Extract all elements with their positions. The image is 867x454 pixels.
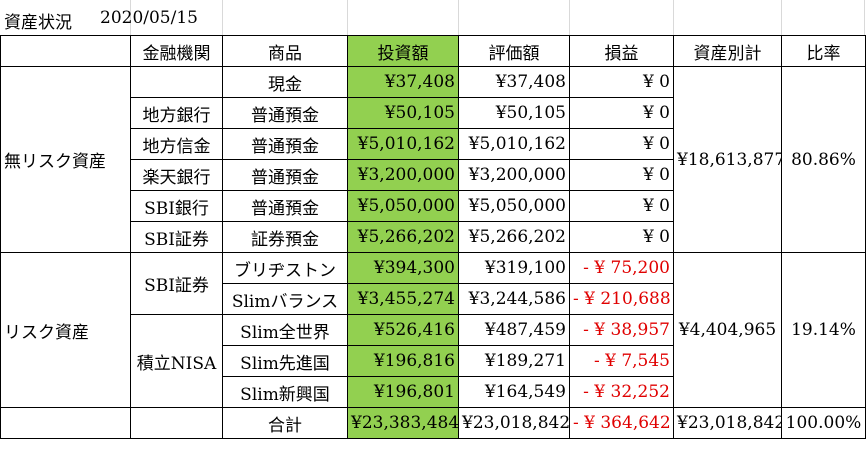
sheet-title: 資産状況 — [4, 13, 72, 33]
investment: ¥196,801 — [347, 376, 459, 408]
product: 証券預金 — [222, 221, 348, 253]
table-row: 金融機関 商品 投資額 評価額 損益 資産別計 比率 — [0, 35, 866, 67]
total-label: 合計 — [222, 407, 348, 439]
product: 普通預金 — [222, 97, 348, 129]
profit: - ¥ 210,688 — [569, 283, 674, 315]
institution: 地方信金 — [130, 128, 223, 160]
profit: ¥ 0 — [569, 97, 674, 129]
table-row: 楽天銀行 普通預金 ¥3,200,000 ¥3,200,000 ¥ 0 — [1, 159, 866, 191]
investment: ¥3,455,274 — [347, 283, 459, 315]
profit: ¥ 0 — [569, 159, 674, 191]
institution: 楽天銀行 — [130, 159, 223, 191]
subtotal: ¥18,613,877 — [673, 66, 782, 253]
investment: ¥196,816 — [347, 345, 459, 377]
table-row: 無リスク資産 現金 ¥37,408 ¥37,408 ¥ 0 ¥18,613,877 80.8… — [0, 66, 866, 253]
institution: SBI証券 — [130, 221, 223, 253]
investment: ¥394,300 — [347, 252, 459, 284]
institution: SBI銀行 — [130, 190, 223, 222]
valuation: ¥164,549 — [458, 376, 570, 408]
valuation: ¥5,266,202 — [458, 221, 570, 253]
table-row: Slim新興国 ¥196,801 ¥164,549- ¥ 32,252 — [1, 376, 866, 408]
product: Slim先進国 — [222, 345, 348, 377]
valuation: ¥319,100 — [458, 252, 570, 284]
table-row: Slimバランス ¥3,455,274 ¥3,244,586- ¥ 210,688 — [1, 283, 866, 315]
asset-table: 金融機関 商品 投資額 評価額 損益 資産別計 比率 無リスク資産 現金 ¥37,408 ¥37,4… — [0, 35, 866, 439]
investment: ¥37,408 — [347, 66, 459, 98]
product: 普通預金 — [222, 159, 348, 191]
valuation: ¥3,244,586 — [458, 283, 570, 315]
column-header: 資産別計 — [673, 35, 782, 67]
profit: - ¥ 32,252 — [569, 376, 674, 408]
column-header: 損益 — [569, 35, 674, 67]
valuation: ¥5,050,000 — [458, 190, 570, 222]
product: 普通預金 — [222, 128, 348, 160]
profit: ¥ 0 — [569, 66, 674, 98]
table-row: SBI証券 証券預金 ¥5,266,202 ¥5,266,202 ¥ 0 — [1, 221, 866, 253]
table-row: 合計 ¥23,383,484 ¥23,018,842- ¥ 364,642 ¥23,0… — [0, 407, 866, 439]
ratio: 100.00% — [781, 407, 866, 439]
product: Slim全世界 — [222, 314, 348, 346]
date: 2020/05/15 — [100, 8, 198, 28]
category: リスク資産 — [0, 252, 131, 408]
product: ブリヂストン — [222, 252, 348, 284]
category: 無リスク資産 — [0, 66, 131, 253]
profit: - ¥ 364,642 — [569, 407, 674, 439]
product: 普通預金 — [222, 190, 348, 222]
subtotal: ¥4,404,965 — [673, 252, 782, 408]
product: Slimバランス — [222, 283, 348, 315]
profit: - ¥ 7,545 — [569, 345, 674, 377]
title-row: 資産状況 2020/05/15 — [0, 0, 865, 35]
table-row: 積立NISA Slim全世界 ¥526,416 ¥487,459- ¥ 38,957 — [1, 314, 866, 408]
product: Slim新興国 — [222, 376, 348, 408]
column-header: 投資額 — [347, 35, 459, 67]
valuation: ¥3,200,000 — [458, 159, 570, 191]
profit: - ¥ 38,957 — [569, 314, 674, 346]
investment: ¥5,266,202 — [347, 221, 459, 253]
table-row: SBI銀行 普通預金 ¥5,050,000 ¥5,050,000 ¥ 0 — [1, 190, 866, 222]
investment: ¥23,383,484 — [347, 407, 459, 439]
valuation: ¥487,459 — [458, 314, 570, 346]
investment: ¥5,050,000 — [347, 190, 459, 222]
profit: ¥ 0 — [569, 128, 674, 160]
column-header: 商品 — [222, 35, 348, 67]
investment: ¥50,105 — [347, 97, 459, 129]
profit: ¥ 0 — [569, 221, 674, 253]
institution — [130, 66, 223, 98]
valuation: ¥189,271 — [458, 345, 570, 377]
institution: 地方銀行 — [130, 97, 223, 129]
investment: ¥5,010,162 — [347, 128, 459, 160]
column-header: 金融機関 — [130, 35, 223, 67]
valuation: ¥23,018,842 — [458, 407, 570, 439]
ratio: 80.86% — [781, 66, 866, 253]
table-row: リスク資産 SBI証券 ブリヂストン ¥394,300 ¥319,100- ¥ 75,2… — [0, 252, 866, 408]
investment: ¥526,416 — [347, 314, 459, 346]
investment: ¥3,200,000 — [347, 159, 459, 191]
profit: ¥ 0 — [569, 190, 674, 222]
column-header: 比率 — [781, 35, 866, 67]
product: 現金 — [222, 66, 348, 98]
column-header: 評価額 — [458, 35, 570, 67]
table-row: 地方銀行 普通預金 ¥50,105 ¥50,105 ¥ 0 — [1, 97, 866, 129]
profit: - ¥ 75,200 — [569, 252, 674, 284]
institution: 積立NISA — [130, 314, 223, 408]
valuation: ¥50,105 — [458, 97, 570, 129]
blank-cell — [0, 407, 131, 439]
subtotal: ¥23,018,842 — [673, 407, 782, 439]
valuation: ¥37,408 — [458, 66, 570, 98]
blank-cell — [0, 35, 131, 67]
blank-cell — [130, 407, 223, 439]
institution: SBI証券 — [130, 252, 223, 315]
table-row: 地方信金 普通預金 ¥5,010,162 ¥5,010,162 ¥ 0 — [1, 128, 866, 160]
valuation: ¥5,010,162 — [458, 128, 570, 160]
ratio: 19.14% — [781, 252, 866, 408]
